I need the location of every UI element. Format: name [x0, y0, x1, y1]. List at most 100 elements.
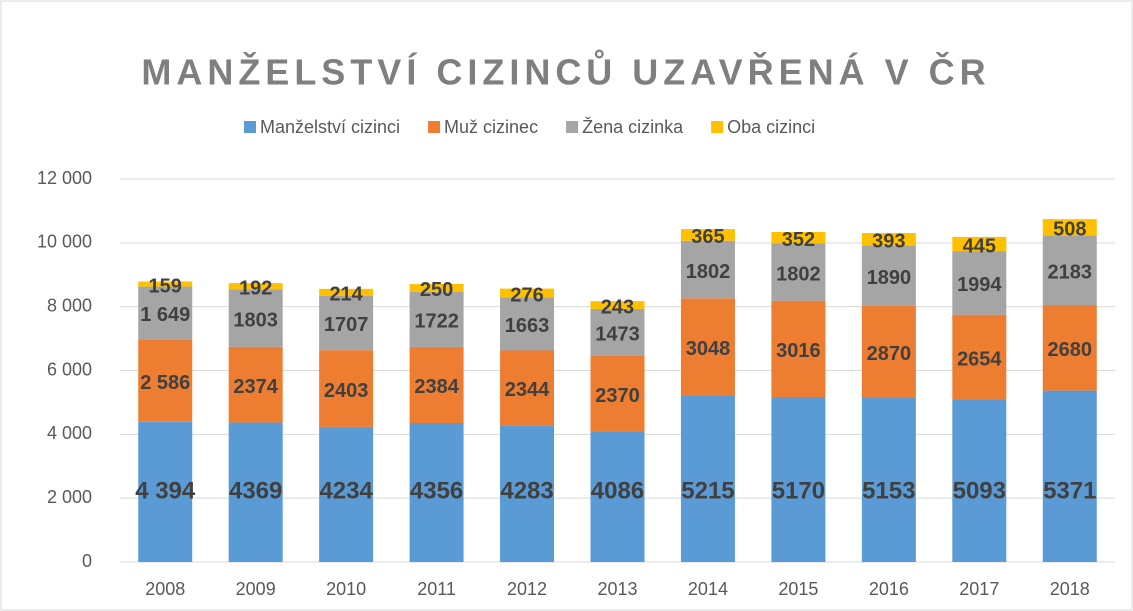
- bar-segment: [319, 295, 374, 351]
- x-tick-label: 2008: [145, 579, 185, 599]
- data-label: 5215: [681, 477, 734, 504]
- chart-title: MANŽELSTVÍ CIZINCŮ UZAVŘENÁ V ČR: [141, 48, 990, 93]
- bar-segment: [861, 397, 916, 562]
- data-label: 2654: [957, 348, 1002, 370]
- bar-segment: [1042, 390, 1097, 562]
- data-label: 2374: [233, 376, 278, 398]
- data-label: 1663: [505, 315, 550, 337]
- x-tick-label: 2013: [597, 579, 637, 599]
- data-label: 365: [691, 226, 724, 248]
- y-tick-label: 12 000: [37, 168, 92, 188]
- bar-segment: [590, 301, 645, 309]
- legend-swatch: [566, 121, 579, 133]
- data-label: 4356: [410, 477, 463, 504]
- legend-label: Muž cizinec: [444, 117, 538, 137]
- y-tick-label: 8 000: [47, 295, 92, 315]
- y-tick-label: 10 000: [37, 232, 92, 252]
- bar-segment: [228, 346, 283, 423]
- data-label: 508: [1053, 219, 1086, 241]
- bar-segment: [409, 422, 464, 562]
- x-tick-label: 2017: [959, 579, 999, 599]
- bar-segment: [1042, 219, 1097, 236]
- y-tick-label: 4 000: [47, 423, 92, 443]
- bar-segment: [861, 233, 916, 246]
- data-label: 2680: [1048, 339, 1093, 361]
- bar-segment: [952, 399, 1007, 562]
- legend-swatch: [428, 121, 441, 133]
- bar-segment: [228, 283, 283, 290]
- bar-segment: [1042, 235, 1097, 306]
- x-tick-label: 2011: [417, 579, 456, 599]
- data-label: 2403: [324, 380, 369, 402]
- bar-segment: [500, 297, 555, 351]
- bar-segment: [319, 350, 374, 427]
- bar-segment: [319, 288, 374, 296]
- data-label: 3016: [776, 340, 821, 362]
- legend-label: Žena cizinka: [582, 117, 684, 137]
- data-label: 1802: [776, 263, 821, 285]
- bar-segment: [138, 339, 193, 422]
- x-tick-label: 2016: [869, 579, 909, 599]
- data-label: 4283: [500, 477, 553, 504]
- bar-segment: [771, 300, 826, 397]
- bar-segment: [138, 286, 193, 340]
- bar-segment: [409, 291, 464, 347]
- data-label: 2344: [505, 379, 550, 401]
- bar-segment: [680, 229, 735, 241]
- data-label: 5170: [772, 477, 825, 504]
- bar-segment: [590, 355, 645, 432]
- data-label: 3048: [686, 338, 731, 360]
- data-label: 352: [782, 229, 815, 251]
- bar-segment: [228, 289, 283, 347]
- bar-segment: [319, 426, 374, 562]
- x-tick-label: 2014: [688, 579, 728, 599]
- bar-segment: [771, 231, 826, 244]
- x-tick-label: 2015: [778, 579, 818, 599]
- data-label: 276: [510, 284, 543, 306]
- data-label: 1890: [867, 267, 912, 289]
- data-label: 1802: [686, 261, 731, 283]
- bar-segment: [952, 236, 1007, 252]
- y-tick-label: 0: [82, 551, 92, 571]
- legend-swatch: [711, 121, 724, 133]
- bar-segment: [138, 421, 193, 562]
- data-label: 1 649: [140, 304, 190, 326]
- data-label: 4086: [591, 477, 644, 504]
- bar-segment: [409, 283, 464, 292]
- bar-segment: [138, 281, 193, 287]
- y-tick-label: 6 000: [47, 359, 92, 379]
- data-label: 2370: [595, 385, 640, 407]
- bar-segment: [500, 350, 555, 426]
- bar-segment: [771, 243, 826, 301]
- data-label: 2183: [1048, 261, 1093, 283]
- data-label: 2384: [414, 376, 459, 398]
- bar-segment: [590, 431, 645, 562]
- bar-segment: [228, 422, 283, 562]
- data-label: 1707: [324, 314, 369, 336]
- x-tick-label: 2009: [236, 579, 276, 599]
- bar-segment: [861, 245, 916, 306]
- bar-segment: [1042, 305, 1097, 391]
- bar-segment: [861, 305, 916, 398]
- data-label: 4 394: [135, 477, 196, 504]
- data-label: 5371: [1043, 477, 1096, 504]
- x-tick-label: 2010: [326, 579, 366, 599]
- data-label: 250: [420, 279, 453, 301]
- bar-segment: [952, 251, 1007, 315]
- bar-segment: [590, 308, 645, 356]
- data-label: 1803: [233, 309, 278, 331]
- bar-segment: [952, 314, 1007, 400]
- data-label: 5153: [862, 477, 915, 504]
- data-label: 2 586: [140, 372, 190, 394]
- data-label: 214: [329, 284, 363, 306]
- bar-segment: [680, 298, 735, 396]
- data-label: 4234: [319, 477, 373, 504]
- data-label: 1722: [414, 311, 459, 333]
- data-label: 1994: [957, 274, 1002, 296]
- bar-segment: [500, 288, 555, 298]
- y-tick-label: 2 000: [47, 487, 92, 507]
- bar-segment: [680, 395, 735, 562]
- data-label: 445: [963, 235, 996, 257]
- legend-swatch: [244, 121, 256, 133]
